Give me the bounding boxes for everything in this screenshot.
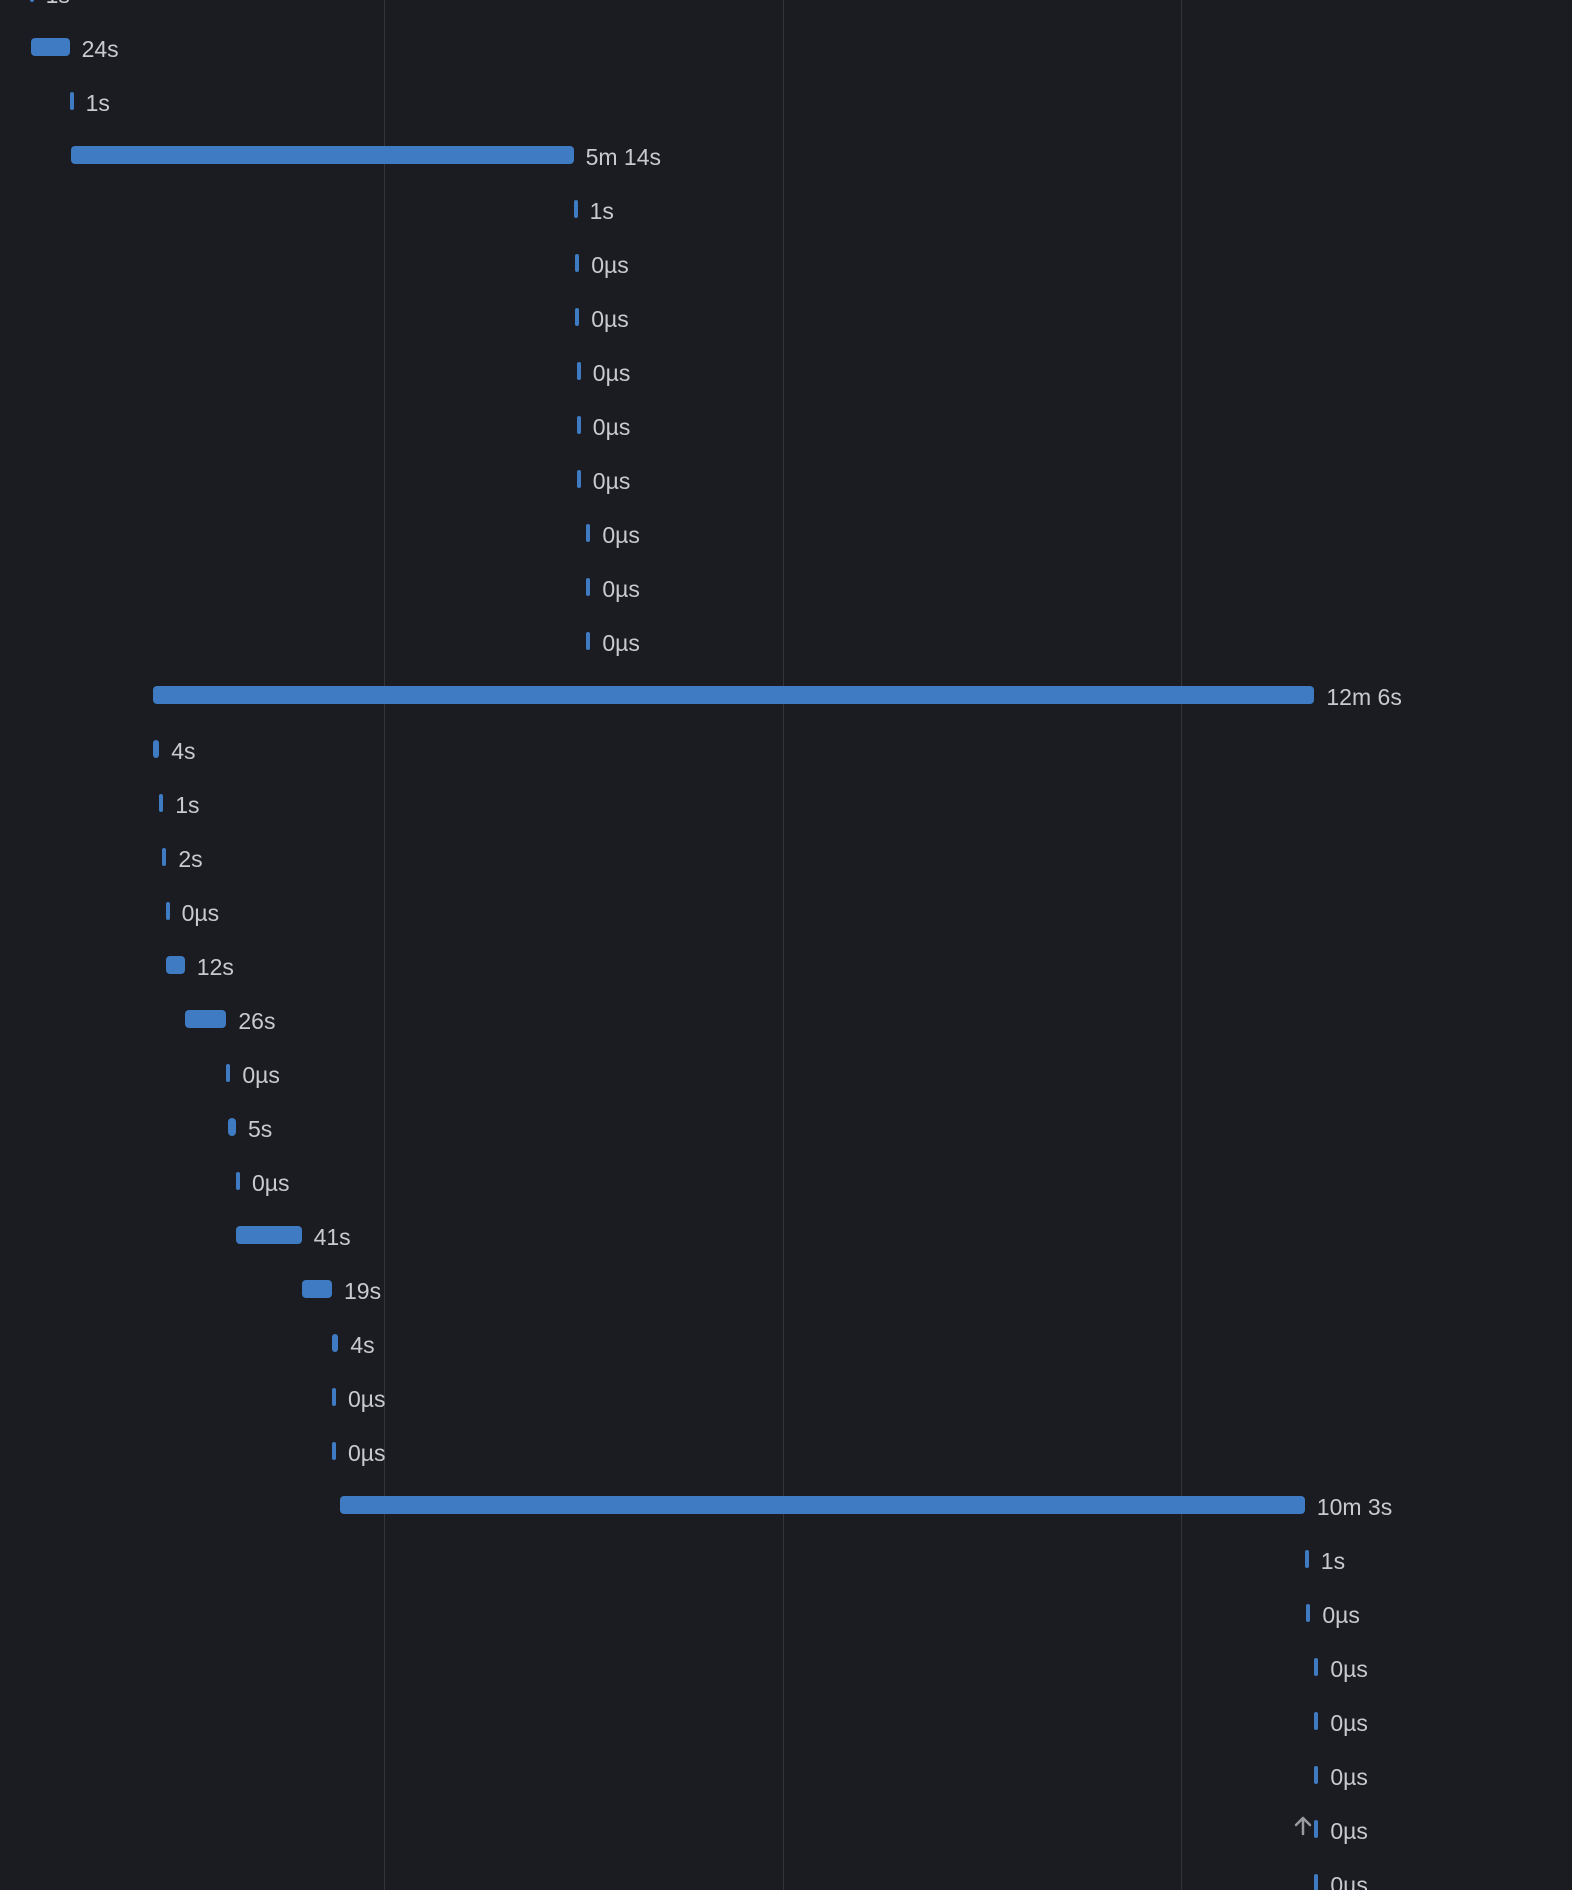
span-bar[interactable] xyxy=(228,1118,236,1136)
span-duration-label: 1s xyxy=(85,90,110,116)
span-duration-label: 4s xyxy=(171,738,196,764)
span-bar[interactable] xyxy=(332,1334,339,1352)
span-duration-label: 5s xyxy=(248,1116,273,1142)
span-bar[interactable] xyxy=(71,146,574,164)
span-bar[interactable] xyxy=(159,794,164,812)
span-bar[interactable] xyxy=(1314,1766,1319,1784)
span-bar[interactable] xyxy=(1306,1604,1311,1622)
span-bar[interactable] xyxy=(586,578,591,596)
span-bar[interactable] xyxy=(340,1496,1305,1514)
span-bar[interactable] xyxy=(69,92,74,110)
span-duration-label: 0µs xyxy=(348,1386,386,1412)
span-bar[interactable] xyxy=(226,1064,231,1082)
span-bar[interactable] xyxy=(576,470,581,488)
span-duration-label: 10m 3s xyxy=(1316,1494,1393,1520)
span-duration-label: 0µs xyxy=(592,468,631,494)
span-duration-label: 24s xyxy=(81,36,119,62)
span-duration-label: 0µs xyxy=(592,414,631,440)
span-duration-label: 0µs xyxy=(602,630,640,656)
span-bar[interactable] xyxy=(1314,1874,1319,1890)
span-bar[interactable] xyxy=(586,632,591,650)
span-bar[interactable] xyxy=(31,38,70,56)
span-duration-label: 0µs xyxy=(1330,1818,1368,1844)
span-duration-label: 0µs xyxy=(1330,1656,1368,1682)
span-duration-label: 1s xyxy=(46,0,70,7)
span-duration-label: 0µs xyxy=(1322,1602,1360,1628)
span-bar[interactable] xyxy=(301,1280,332,1298)
timeline-gridline xyxy=(1181,0,1182,1890)
span-duration-label: 41s xyxy=(313,1224,351,1250)
span-bar[interactable] xyxy=(184,1010,227,1028)
span-duration-label: 0µs xyxy=(591,252,629,278)
span-bar[interactable] xyxy=(332,1388,336,1406)
span-duration-label: 4s xyxy=(350,1332,375,1358)
span-duration-label: 5m 14s xyxy=(585,144,662,170)
span-duration-label: 2s xyxy=(178,846,203,872)
timeline-gridline xyxy=(783,0,784,1890)
span-bar[interactable] xyxy=(1314,1712,1319,1730)
span-bar[interactable] xyxy=(332,1442,336,1460)
span-bar[interactable] xyxy=(165,956,185,974)
span-duration-label: 1s xyxy=(175,792,200,818)
span-bar[interactable] xyxy=(236,1226,302,1244)
span-bar[interactable] xyxy=(576,416,581,434)
span-bar[interactable] xyxy=(29,0,34,2)
arrow-up-icon[interactable] xyxy=(1292,1813,1314,1837)
span-duration-label: 0µs xyxy=(1330,1710,1368,1736)
timeline-gridline xyxy=(384,0,385,1890)
span-duration-label: 0µs xyxy=(1330,1764,1368,1790)
span-duration-label: 0µs xyxy=(591,306,629,332)
span-bar[interactable] xyxy=(575,254,580,272)
span-bar[interactable] xyxy=(152,686,1315,704)
span-bar[interactable] xyxy=(586,524,591,542)
span-bar[interactable] xyxy=(152,740,160,758)
span-duration-label: 26s xyxy=(238,1008,276,1034)
span-duration-label: 19s xyxy=(344,1278,382,1304)
span-bar[interactable] xyxy=(165,902,170,920)
span-duration-label: 0µs xyxy=(348,1440,386,1466)
span-duration-label: 12m 6s xyxy=(1326,684,1402,710)
span-duration-label: 12s xyxy=(196,954,234,980)
span-duration-label: 0µs xyxy=(602,576,640,602)
span-duration-label: 1s xyxy=(1320,1548,1346,1574)
span-duration-label: 0µs xyxy=(592,360,631,386)
span-duration-label: 0µs xyxy=(602,522,640,548)
span-bar[interactable] xyxy=(236,1172,240,1190)
span-bar[interactable] xyxy=(1304,1550,1309,1568)
span-bar[interactable] xyxy=(573,200,578,218)
span-bar[interactable] xyxy=(576,362,581,380)
span-bar[interactable] xyxy=(1314,1658,1319,1676)
span-duration-label: 1s xyxy=(589,198,614,224)
span-bar[interactable] xyxy=(575,308,580,326)
span-bar[interactable] xyxy=(162,848,167,866)
span-duration-label: 0µs xyxy=(242,1062,280,1088)
span-duration-label: 0µs xyxy=(181,900,220,926)
span-duration-label: 0µs xyxy=(252,1170,290,1196)
span-bar[interactable] xyxy=(1314,1820,1319,1838)
span-duration-label: 0µs xyxy=(1330,1872,1368,1890)
